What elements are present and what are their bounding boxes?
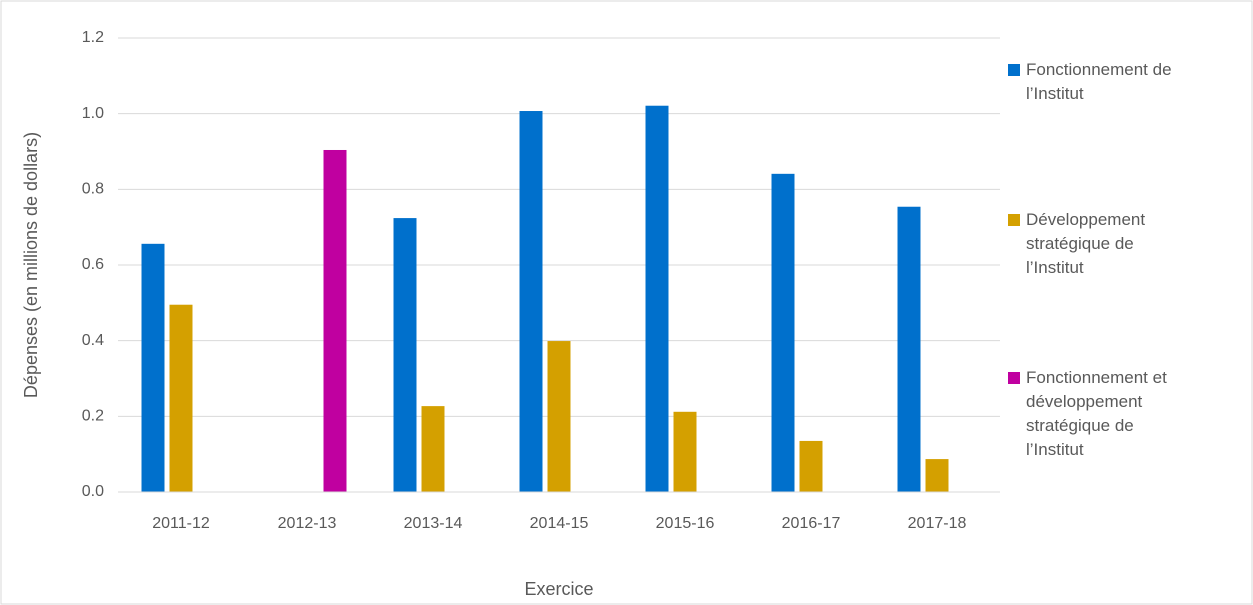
legend-label: Développement stratégique de l’Institut bbox=[1026, 210, 1146, 277]
legend-label: Fonctionnement de l’Institut bbox=[1026, 60, 1172, 103]
x-tick-label: 2012-13 bbox=[278, 515, 337, 532]
y-tick-label: 0.0 bbox=[82, 483, 104, 500]
legend-swatch bbox=[1008, 372, 1020, 384]
x-tick-label: 2016-17 bbox=[782, 515, 841, 532]
bar bbox=[169, 304, 193, 492]
bar bbox=[925, 459, 949, 492]
x-tick-label: 2015-16 bbox=[656, 515, 715, 532]
legend-entry: Fonctionnement de l’Institut bbox=[1008, 58, 1243, 106]
bar bbox=[799, 440, 823, 492]
x-axis-title: Exercice bbox=[524, 579, 593, 599]
bar bbox=[897, 206, 921, 492]
bar bbox=[519, 111, 543, 492]
bar bbox=[645, 105, 669, 492]
legend-swatch bbox=[1008, 64, 1020, 76]
x-tick-label: 2011-12 bbox=[152, 515, 210, 532]
legend-label: Fonctionnement et développement stratégi… bbox=[1026, 368, 1167, 459]
bar bbox=[323, 149, 347, 492]
y-axis-title: Dépenses (en millions de dollars) bbox=[21, 132, 41, 398]
x-tick-label: 2017-18 bbox=[908, 515, 967, 532]
bar bbox=[141, 243, 165, 492]
legend-entry: Développement stratégique de l’Institut bbox=[1008, 208, 1243, 280]
y-tick-label: 1.2 bbox=[82, 29, 104, 46]
legend-entry: Fonctionnement et développement stratégi… bbox=[1008, 366, 1243, 462]
x-tick-label: 2013-14 bbox=[404, 515, 463, 532]
y-tick-label: 0.2 bbox=[82, 408, 104, 425]
y-tick-label: 0.8 bbox=[82, 181, 104, 198]
legend-swatch bbox=[1008, 214, 1020, 226]
x-tick-label: 2014-15 bbox=[530, 515, 589, 532]
bar bbox=[547, 341, 571, 492]
y-tick-label: 0.6 bbox=[82, 256, 104, 273]
y-tick-label: 1.0 bbox=[82, 105, 104, 122]
bar bbox=[673, 411, 697, 492]
bar bbox=[771, 173, 795, 493]
bar bbox=[421, 406, 445, 492]
y-tick-label: 0.4 bbox=[82, 332, 104, 349]
bar bbox=[393, 218, 417, 492]
